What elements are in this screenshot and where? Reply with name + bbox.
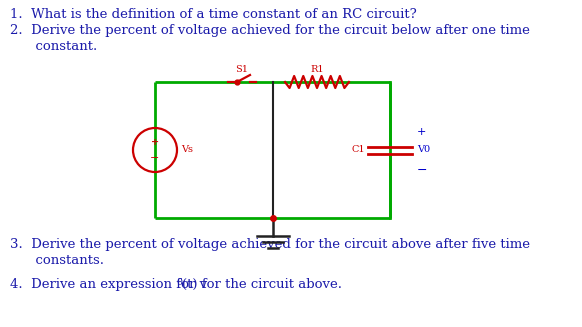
Text: constants.: constants.	[10, 254, 104, 267]
Text: (t) for the circuit above.: (t) for the circuit above.	[183, 278, 342, 291]
Text: 2.  Derive the percent of voltage achieved for the circuit below after one time: 2. Derive the percent of voltage achieve…	[10, 24, 530, 37]
Text: 1.  What is the definition of a time constant of an RC circuit?: 1. What is the definition of a time cons…	[10, 8, 417, 21]
Text: constant.: constant.	[10, 40, 97, 53]
Text: R1: R1	[310, 65, 324, 74]
Text: S1: S1	[236, 65, 249, 74]
Text: C1: C1	[352, 146, 365, 154]
Text: Vs: Vs	[181, 146, 193, 154]
Text: 4.  Derive an expression for v: 4. Derive an expression for v	[10, 278, 207, 291]
Text: +: +	[417, 127, 427, 137]
Text: −: −	[150, 153, 159, 163]
Text: V0: V0	[417, 146, 430, 154]
Text: 3.  Derive the percent of voltage achieved for the circuit above after five time: 3. Derive the percent of voltage achieve…	[10, 238, 530, 251]
Text: +: +	[151, 138, 159, 147]
Text: −: −	[417, 164, 428, 177]
Text: 0: 0	[176, 278, 183, 287]
